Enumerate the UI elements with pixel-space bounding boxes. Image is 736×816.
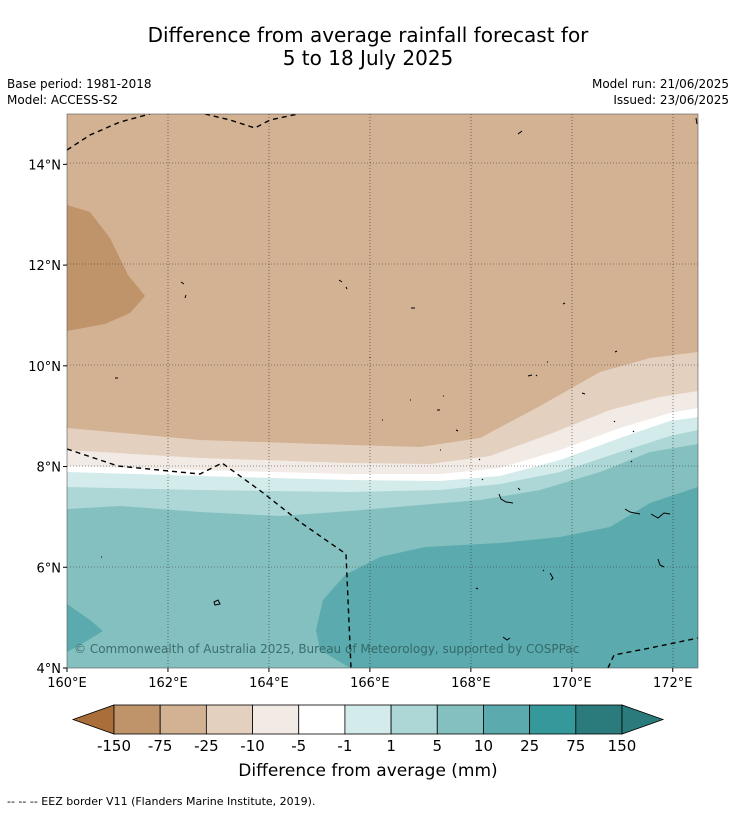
x-tick-label: 160°E: [47, 676, 87, 691]
band-plus25-plus75-east: [316, 487, 698, 668]
colorbar-swatch: [205, 704, 253, 735]
colorbar-tick-label: -150: [97, 737, 131, 755]
colorbar-swatch: [483, 704, 531, 735]
y-tick-label: 14°N: [28, 158, 61, 173]
eez-borders: [67, 114, 698, 668]
x-tick-label: 168°E: [451, 676, 491, 691]
colorbar-extend-low: [71, 704, 115, 735]
colorbar-label: Difference from average (mm): [238, 761, 498, 781]
x-tick-label: 166°E: [350, 676, 390, 691]
colorbar-swatch: [575, 704, 623, 735]
copyright-text: © Commonwealth of Australia 2025, Bureau…: [74, 642, 579, 656]
eez-border-note: -- -- -- EEZ border V11 (Flanders Marine…: [7, 795, 316, 808]
colorbar-tick-label: 5: [432, 737, 442, 755]
x-tick-label: 172°E: [653, 676, 693, 691]
colorbar-swatch: [436, 704, 484, 735]
plot-frame: [66, 113, 699, 669]
chart-title-line2: 5 to 18 July 2025: [282, 46, 454, 70]
colorbar-tick-label: 25: [520, 737, 539, 755]
colorbar-tick-label: -75: [148, 737, 173, 755]
y-tick-label: 4°N: [37, 662, 62, 677]
y-tick-label: 6°N: [37, 561, 62, 576]
axis-ticks: [63, 163, 674, 672]
colorbar-tick-label: -1: [337, 737, 352, 755]
colorbar-swatch: [159, 704, 207, 735]
x-tick-label: 170°E: [552, 676, 592, 691]
colorbar-tick-label: -25: [194, 737, 219, 755]
colorbar-swatch: [529, 704, 577, 735]
colorbar-extend-high: [621, 704, 665, 735]
gridlines: [67, 114, 698, 668]
base-period-label: Base period: 1981-2018: [7, 77, 152, 91]
colorbar-swatch: [344, 704, 392, 735]
x-tick-label: 164°E: [249, 676, 289, 691]
model-label: Model: ACCESS-S2: [7, 93, 119, 107]
band-minus75-minus25: [67, 205, 145, 331]
colorbar-swatch: [113, 704, 161, 735]
y-tick-label: 12°N: [28, 259, 61, 274]
y-tick-label: 10°N: [28, 360, 61, 375]
y-tick-label: 8°N: [37, 461, 62, 476]
colorbar-tick-label: 10: [474, 737, 493, 755]
x-tick-label: 162°E: [148, 676, 188, 691]
issued-label: Issued: 23/06/2025: [613, 93, 729, 107]
colorbar-swatch: [298, 704, 346, 735]
band-plus25-plus75-west: [67, 604, 103, 652]
islands: [101, 117, 698, 641]
colorbar: -150 -75 -25 -10 -5 -1 1 5 10 25 75 150: [71, 704, 665, 755]
colorbar-swatch: [390, 704, 438, 735]
colorbar-tick-label: 1: [386, 737, 396, 755]
axis-labels: 160°E 162°E 164°E 166°E 168°E 170°E 172°E 4°N 6°…: [28, 158, 692, 691]
colorbar-swatch: [252, 704, 300, 735]
colorbar-tick-label: -10: [240, 737, 265, 755]
colorbar-tick-label: 75: [566, 737, 585, 755]
colorbar-tick-label: 150: [608, 737, 637, 755]
contour-fields: [67, 114, 698, 668]
chart-title-line1: Difference from average rainfall forecas…: [147, 23, 589, 47]
colorbar-tick-label: -5: [291, 737, 306, 755]
model-run-label: Model run: 21/06/2025: [591, 77, 729, 91]
